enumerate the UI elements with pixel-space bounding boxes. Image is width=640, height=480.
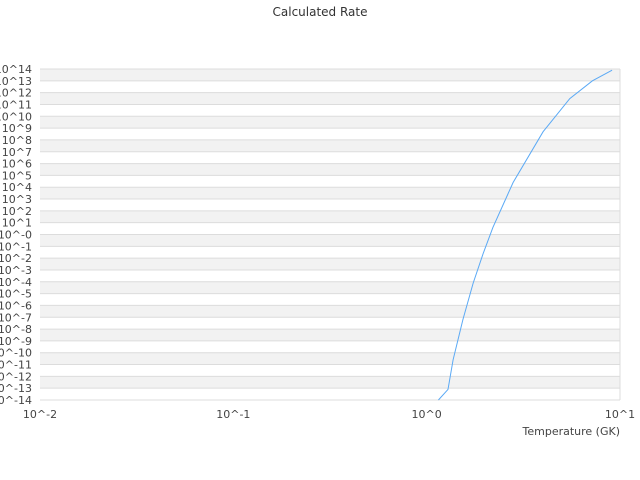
y-tick-label: 10^-14	[0, 394, 32, 407]
y-tick-label: 10^-3	[0, 264, 32, 277]
series-line	[438, 69, 613, 401]
grid-band	[40, 139, 620, 152]
y-tick-label: 10^-4	[0, 276, 32, 289]
grid-band	[40, 116, 620, 129]
grid-band	[40, 305, 620, 318]
y-tick-label: 10^9	[2, 122, 32, 135]
y-tick-label: 10^-5	[0, 288, 32, 301]
y-tick-label: 10^7	[2, 146, 32, 159]
y-tick-label: 10^-9	[0, 335, 32, 348]
grid-band	[40, 234, 620, 247]
x-axis-label: Temperature (GK)	[522, 425, 621, 438]
y-tick-label: 10^11	[0, 98, 32, 111]
grid-band	[40, 163, 620, 176]
y-tick-label: 10^-10	[0, 347, 32, 360]
y-tick-label: 10^-6	[0, 299, 32, 312]
y-tick-label: 10^-8	[0, 323, 32, 336]
x-tick-label: 10^0	[412, 408, 442, 421]
y-tick-label: 10^1	[2, 217, 32, 230]
y-tick-label: 10^6	[2, 158, 32, 171]
y-tick-label: 10^4	[2, 181, 32, 194]
x-tick-label: 10^-2	[23, 408, 57, 421]
y-tick-label: 10^8	[2, 134, 32, 147]
y-tick-label: 10^2	[2, 205, 32, 218]
y-tick-label: 10^13	[0, 75, 32, 88]
grid-band	[40, 281, 620, 294]
grid-band	[40, 69, 620, 81]
y-tick-label: 10^-7	[0, 311, 32, 324]
grid-band	[40, 187, 620, 200]
grid-band	[40, 92, 620, 105]
y-tick-label: 10^3	[2, 193, 32, 206]
y-tick-label: 10^-0	[0, 229, 32, 242]
y-tick-label: 10^14	[0, 63, 32, 76]
chart-title: Calculated Rate	[272, 5, 368, 19]
grid-band	[40, 210, 620, 223]
y-tick-label: 10^-12	[0, 370, 32, 383]
y-tick-label: 10^-11	[0, 359, 32, 372]
y-tick-label: 10^-2	[0, 252, 32, 265]
y-tick-label: 10^12	[0, 87, 32, 100]
y-tick-label: 10^10	[0, 110, 32, 123]
y-tick-label: 10^-1	[0, 240, 32, 253]
grid-band	[40, 329, 620, 341]
x-tick-label: 10^1	[605, 408, 635, 421]
grid-band	[40, 258, 620, 270]
y-tick-label: 10^-13	[0, 382, 32, 395]
y-tick-label: 10^5	[2, 169, 32, 182]
grid-band	[40, 352, 620, 365]
x-tick-label: 10^-1	[216, 408, 250, 421]
grid-band	[40, 376, 620, 389]
